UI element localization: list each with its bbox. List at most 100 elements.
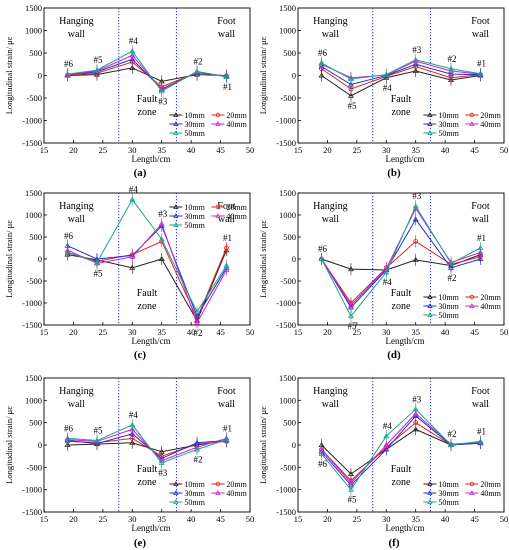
y-tick-label: 500 xyxy=(283,48,296,58)
measuring-point-label: #6 xyxy=(64,59,74,69)
series-line-20mm xyxy=(67,240,227,320)
region-label-hanging-wall: Hanging xyxy=(313,386,347,397)
panel-label: (d) xyxy=(387,349,401,361)
x-tick-label: 45 xyxy=(470,514,479,524)
legend-label-40mm: 40mm xyxy=(480,120,501,129)
legend-label-20mm: 20mm xyxy=(226,480,247,489)
y-tick-label: -500 xyxy=(280,93,296,103)
region-label-hanging-wall: wall xyxy=(322,399,339,410)
series-line-50mm xyxy=(321,205,481,318)
region-label-fault-zone: zone xyxy=(392,107,411,118)
x-tick-label: 40 xyxy=(441,327,450,337)
y-axis-label: Longitudinal strain/ με xyxy=(4,406,14,484)
x-tick-label: 30 xyxy=(382,327,391,337)
legend-label-10mm: 10mm xyxy=(184,203,205,212)
region-label-foot-wall: wall xyxy=(218,29,235,40)
series-line-20mm xyxy=(321,65,481,90)
measuring-point-label: #2 xyxy=(448,429,457,439)
x-tick-label: 15 xyxy=(294,145,303,155)
y-tick-label: 1000 xyxy=(279,210,296,220)
legend-marker-20mm xyxy=(215,204,221,210)
measuring-point-label: #4 xyxy=(383,277,393,287)
measuring-point-label: #6 xyxy=(64,231,74,241)
series-line-30mm xyxy=(67,433,227,459)
region-label-hanging-wall: wall xyxy=(322,214,339,225)
y-tick-label: 1500 xyxy=(279,3,296,13)
y-tick-label: 0 xyxy=(38,254,42,264)
series-line-30mm xyxy=(67,58,227,90)
y-tick-label: 1500 xyxy=(279,373,296,383)
x-tick-label: 35 xyxy=(411,327,420,337)
region-label-fault-zone: Fault xyxy=(391,464,412,475)
data-point-40mm xyxy=(129,426,136,432)
series-line-50mm xyxy=(67,424,227,464)
region-label-foot-wall: Foot xyxy=(217,16,236,27)
data-point-50mm xyxy=(64,435,71,441)
measuring-point-label: #3 xyxy=(158,209,168,219)
y-tick-label: 1500 xyxy=(279,188,296,198)
data-point-50mm xyxy=(412,56,419,62)
x-tick-label: 15 xyxy=(294,514,303,524)
x-tick-label: 25 xyxy=(353,514,362,524)
legend-marker-10mm xyxy=(173,204,179,209)
y-tick-label: 1000 xyxy=(279,26,296,36)
legend-marker-30mm xyxy=(173,490,179,495)
y-tick-label: -1000 xyxy=(22,116,42,126)
region-label-fault-zone: zone xyxy=(138,107,157,118)
region-label-hanging-wall: wall xyxy=(322,29,339,40)
x-tick-label: 50 xyxy=(246,145,255,155)
y-tick-label: -1000 xyxy=(276,298,296,308)
data-point-40mm xyxy=(194,319,201,325)
x-tick-label: 25 xyxy=(99,327,108,337)
x-tick-label: 25 xyxy=(99,145,108,155)
data-point-10mm xyxy=(318,72,325,78)
legend-marker-40mm xyxy=(469,121,475,126)
legend-label-10mm: 10mm xyxy=(438,293,459,302)
measuring-point-label: #3 xyxy=(158,96,168,106)
region-label-hanging-wall: Hanging xyxy=(313,201,347,212)
data-point-50mm xyxy=(383,433,390,439)
series-line-20mm xyxy=(67,437,227,457)
x-tick-label: 15 xyxy=(40,327,49,337)
x-axis-label: Length/cm xyxy=(386,154,425,164)
legend-marker-30mm xyxy=(427,303,433,308)
data-point-40mm xyxy=(158,220,165,226)
measuring-point-label: #5 xyxy=(93,55,103,65)
data-point-30mm xyxy=(412,216,419,222)
x-tick-label: 15 xyxy=(40,514,49,524)
y-tick-label: 0 xyxy=(38,440,42,450)
legend-marker-10mm xyxy=(173,112,179,117)
data-point-50mm xyxy=(194,308,201,314)
legend-marker-20mm xyxy=(469,481,475,487)
x-tick-label: 50 xyxy=(246,327,255,337)
x-tick-label: 30 xyxy=(128,327,137,337)
legend-label-20mm: 20mm xyxy=(480,480,501,489)
series-line-50mm xyxy=(321,59,481,80)
legend-marker-10mm xyxy=(173,481,179,486)
data-point-50mm xyxy=(158,88,165,94)
chart-panel-3: -1500 -1000 -500 0 500 1000 1500 15 20 25 30 35 40 45… xyxy=(4,185,254,361)
x-tick-label: 40 xyxy=(187,514,196,524)
x-axis-label: Length/cm xyxy=(386,523,425,533)
y-axis-label: Longitudinal strain/ με xyxy=(258,406,268,484)
legend-label-40mm: 40mm xyxy=(480,302,501,311)
x-tick-label: 45 xyxy=(216,145,225,155)
measuring-point-label: #3 xyxy=(412,191,422,201)
data-point-50mm xyxy=(448,65,455,71)
y-tick-label: -500 xyxy=(26,276,42,286)
x-tick-label: 20 xyxy=(323,514,332,524)
data-point-10mm xyxy=(129,439,136,445)
y-tick-label: -1500 xyxy=(22,320,42,330)
data-point-50mm xyxy=(412,203,419,209)
data-point-30mm xyxy=(347,81,354,87)
y-tick-label: 1500 xyxy=(25,373,42,383)
x-tick-label: 40 xyxy=(187,145,196,155)
x-tick-label: 20 xyxy=(69,514,78,524)
data-point-50mm xyxy=(383,269,390,275)
legend-marker-40mm xyxy=(215,213,221,218)
data-point-30mm xyxy=(383,446,390,452)
panel-label: (a) xyxy=(134,167,147,179)
region-label-fault-zone: Fault xyxy=(137,94,158,105)
data-point-50mm xyxy=(64,71,71,77)
x-tick-label: 25 xyxy=(99,514,108,524)
